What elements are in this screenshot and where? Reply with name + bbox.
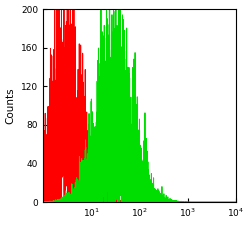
Y-axis label: Counts: Counts bbox=[6, 87, 16, 124]
